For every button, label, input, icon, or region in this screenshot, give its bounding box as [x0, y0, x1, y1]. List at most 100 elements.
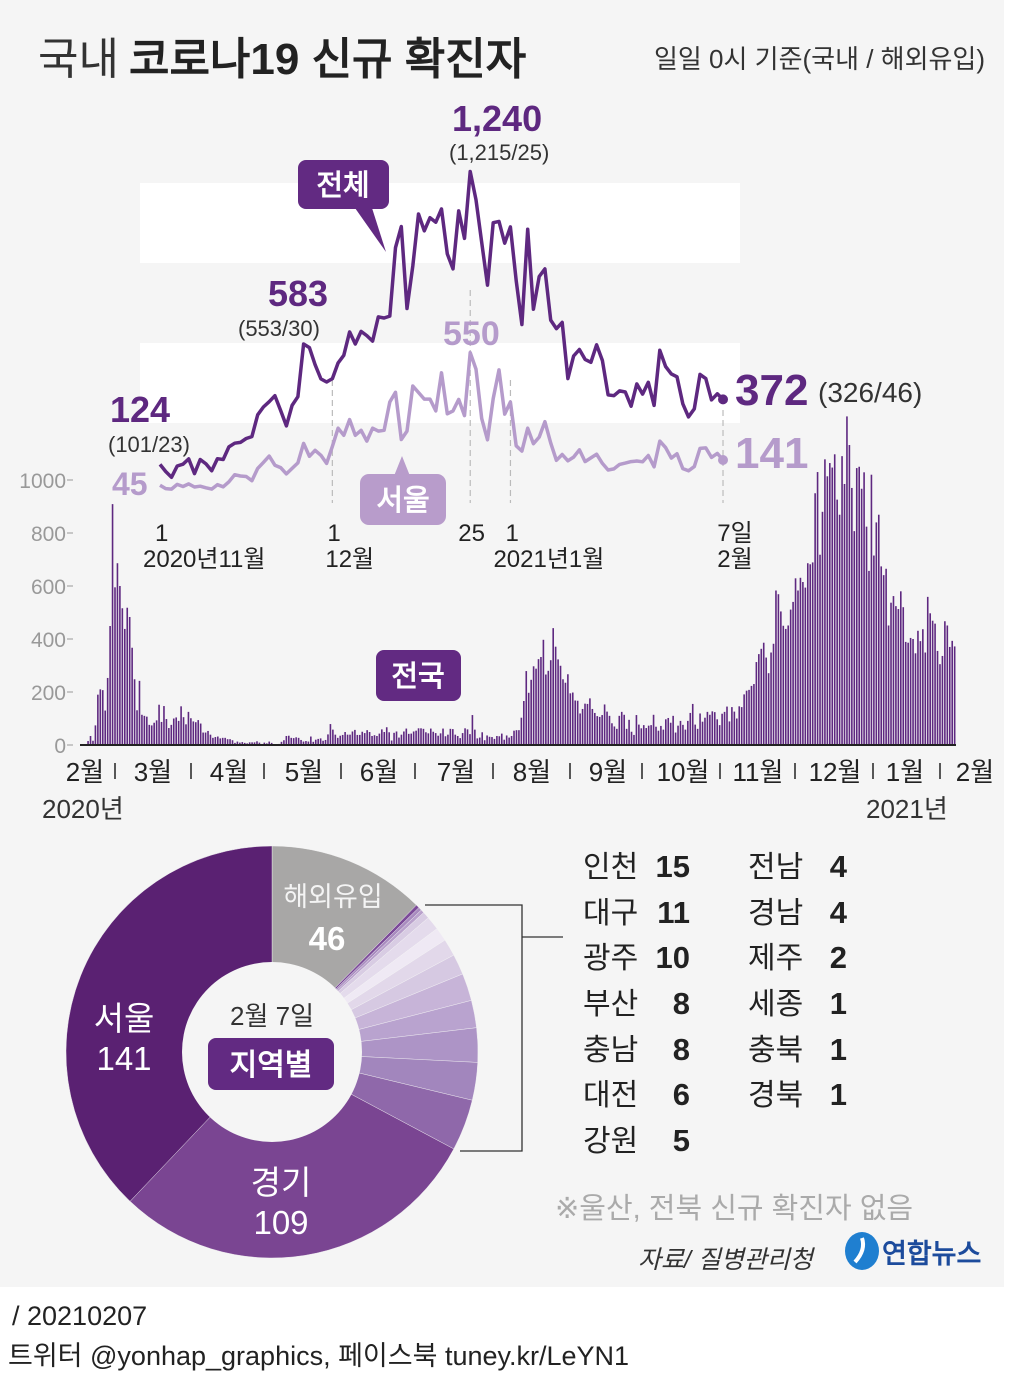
bar	[826, 476, 829, 745]
bar	[762, 642, 765, 745]
bar	[733, 711, 736, 745]
bar	[116, 563, 119, 745]
bar	[865, 526, 868, 745]
bar	[890, 602, 892, 745]
bar	[376, 735, 378, 745]
bar	[696, 728, 699, 745]
month-label: 9월	[589, 757, 627, 787]
bar	[447, 734, 449, 745]
bar	[464, 728, 466, 745]
bar	[456, 735, 459, 745]
inset-day-label: 25	[458, 520, 485, 547]
bar	[652, 714, 655, 745]
donut-center-badge	[208, 1038, 334, 1090]
bar	[498, 736, 501, 745]
bar	[310, 736, 312, 745]
bar	[885, 568, 887, 745]
bar	[608, 715, 611, 745]
bar	[500, 733, 503, 745]
bar	[809, 564, 812, 745]
bar	[270, 742, 273, 745]
bar	[373, 735, 376, 745]
bar	[929, 613, 931, 745]
bar	[909, 637, 912, 745]
bar	[613, 726, 616, 745]
bar	[777, 594, 780, 745]
bar	[434, 733, 437, 745]
bar	[775, 590, 777, 745]
bar	[931, 620, 934, 745]
bar	[192, 721, 195, 745]
bar	[669, 722, 672, 745]
bar	[221, 737, 224, 745]
bar	[559, 665, 562, 745]
total-series-badge: 전체	[298, 160, 389, 252]
bar	[405, 728, 408, 745]
bar	[226, 739, 229, 745]
month-label: 3월	[134, 757, 172, 787]
bar	[474, 729, 476, 745]
bar	[914, 653, 917, 745]
donut-center-label: 지역별	[230, 1049, 313, 1082]
bar	[141, 714, 143, 745]
total-end-dot	[718, 394, 729, 405]
bar	[647, 725, 650, 745]
bar	[133, 679, 136, 745]
bar	[846, 416, 848, 745]
bar	[341, 734, 344, 745]
bar	[361, 731, 364, 745]
bar	[476, 738, 479, 745]
bar	[491, 737, 493, 745]
bar	[721, 713, 723, 745]
bar	[655, 726, 657, 745]
bar	[398, 737, 400, 745]
bar	[388, 732, 390, 745]
bar	[415, 730, 417, 745]
bar	[684, 729, 687, 745]
bar	[760, 648, 763, 745]
inset-day-label: 1	[155, 520, 168, 547]
bar	[562, 679, 564, 745]
bar	[701, 721, 704, 745]
inset-month-label: 2월	[717, 546, 752, 573]
bar	[234, 742, 236, 745]
bar	[395, 731, 398, 745]
bar	[334, 734, 337, 745]
bar	[241, 742, 244, 745]
legend-region: 경남	[748, 897, 803, 930]
bar	[797, 590, 799, 745]
bar	[229, 739, 231, 745]
bar	[285, 735, 288, 745]
x-axis: 2월 3월 4월 5월 6월 7월 8월 9월 10월 11월 12월 1월 2월	[66, 757, 994, 787]
bar	[574, 700, 577, 745]
bar	[187, 711, 190, 745]
bar	[625, 728, 628, 745]
bar	[339, 735, 342, 745]
bar	[780, 611, 782, 745]
bar	[887, 625, 890, 745]
bar	[427, 733, 430, 745]
bar	[630, 731, 633, 745]
bar	[444, 736, 447, 745]
bar	[236, 741, 239, 745]
bar	[549, 660, 552, 745]
bar	[753, 684, 755, 745]
bar	[87, 741, 89, 745]
national-series-badge: 전국	[376, 650, 461, 701]
bar	[403, 731, 405, 745]
bar	[390, 740, 393, 745]
bar	[946, 625, 949, 745]
bar	[481, 732, 483, 745]
bar	[740, 707, 743, 745]
bar	[750, 685, 753, 745]
bar	[799, 577, 802, 745]
bar	[530, 679, 532, 745]
bar	[603, 704, 606, 745]
y-tick-label: 800	[31, 523, 66, 546]
bar	[953, 646, 956, 745]
bar	[256, 741, 258, 745]
y-tick-label: 0	[54, 735, 66, 758]
bar	[618, 715, 621, 745]
bar	[784, 628, 787, 745]
bar	[243, 742, 246, 745]
